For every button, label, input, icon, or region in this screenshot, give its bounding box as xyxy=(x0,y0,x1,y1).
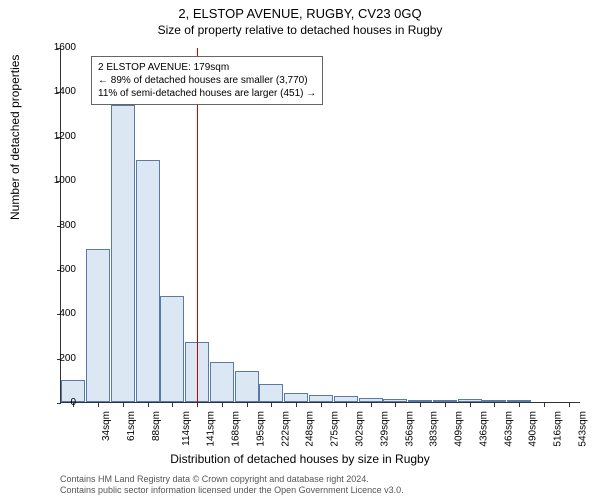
histogram-bar xyxy=(507,400,531,402)
x-tick-label: 543sqm xyxy=(577,411,588,447)
x-tick-mark xyxy=(470,403,471,407)
histogram-bar xyxy=(235,371,259,402)
histogram-bar xyxy=(433,400,457,402)
x-tick-mark xyxy=(519,403,520,407)
x-tick-label: 168sqm xyxy=(231,411,242,447)
x-tick-label: 329sqm xyxy=(379,411,390,447)
plot-wrap: 34sqm61sqm88sqm114sqm141sqm168sqm195sqm2… xyxy=(60,48,580,403)
x-tick-mark xyxy=(98,403,99,407)
x-tick-label: 34sqm xyxy=(101,411,112,441)
histogram-bar xyxy=(408,400,432,402)
x-tick-label: 302sqm xyxy=(355,411,366,447)
plot-area: 34sqm61sqm88sqm114sqm141sqm168sqm195sqm2… xyxy=(60,48,580,403)
chart-container: { "title": "2, ELSTOP AVENUE, RUGBY, CV2… xyxy=(0,0,600,500)
x-tick-mark xyxy=(569,403,570,407)
x-tick-mark xyxy=(395,403,396,407)
x-tick-mark xyxy=(321,403,322,407)
x-tick-mark xyxy=(222,403,223,407)
x-tick-mark xyxy=(420,403,421,407)
histogram-bar xyxy=(210,362,234,402)
y-tick-label: 0 xyxy=(36,397,76,408)
x-tick-mark xyxy=(148,403,149,407)
x-tick-mark xyxy=(544,403,545,407)
y-tick-label: 800 xyxy=(36,220,76,231)
x-tick-mark xyxy=(494,403,495,407)
x-tick-label: 356sqm xyxy=(404,411,415,447)
x-tick-label: 436sqm xyxy=(478,411,489,447)
x-tick-mark xyxy=(371,403,372,407)
histogram-bar xyxy=(383,399,407,402)
x-tick-label: 222sqm xyxy=(280,411,291,447)
x-tick-label: 383sqm xyxy=(429,411,440,447)
histogram-bar xyxy=(359,398,383,402)
footer-attribution: Contains HM Land Registry data © Crown c… xyxy=(60,474,404,496)
y-tick-label: 600 xyxy=(36,264,76,275)
x-tick-label: 88sqm xyxy=(151,411,162,441)
x-tick-mark xyxy=(197,403,198,407)
histogram-bar xyxy=(458,399,482,402)
chart-title: 2, ELSTOP AVENUE, RUGBY, CV23 0GQ xyxy=(0,0,600,21)
x-tick-mark xyxy=(271,403,272,407)
annotation-line: ← 89% of detached houses are smaller (3,… xyxy=(98,74,316,87)
x-tick-label: 61sqm xyxy=(126,411,137,441)
y-tick-label: 1200 xyxy=(36,131,76,142)
x-axis-label: Distribution of detached houses by size … xyxy=(0,452,600,466)
histogram-bar xyxy=(160,296,184,403)
histogram-bar xyxy=(259,384,283,402)
y-tick-label: 200 xyxy=(36,353,76,364)
annotation-line: 2 ELSTOP AVENUE: 179sqm xyxy=(98,61,316,74)
histogram-bar xyxy=(334,396,358,402)
histogram-bar xyxy=(284,393,308,402)
x-tick-mark xyxy=(123,403,124,407)
x-tick-label: 114sqm xyxy=(181,411,192,446)
footer-line: Contains HM Land Registry data © Crown c… xyxy=(60,474,404,485)
x-tick-mark xyxy=(346,403,347,407)
x-tick-mark xyxy=(296,403,297,407)
histogram-bar xyxy=(111,105,135,402)
y-axis-label: Number of detached properties xyxy=(8,55,22,220)
x-tick-label: 195sqm xyxy=(256,411,267,447)
x-tick-label: 141sqm xyxy=(206,411,217,447)
x-tick-label: 275sqm xyxy=(330,411,341,447)
annotation-box: 2 ELSTOP AVENUE: 179sqm← 89% of detached… xyxy=(91,56,323,105)
histogram-bar xyxy=(482,400,506,402)
x-tick-label: 490sqm xyxy=(528,411,539,447)
chart-subtitle: Size of property relative to detached ho… xyxy=(0,21,600,37)
y-tick-label: 1000 xyxy=(36,175,76,186)
x-tick-label: 248sqm xyxy=(305,411,316,447)
y-tick-label: 400 xyxy=(36,308,76,319)
x-tick-label: 409sqm xyxy=(454,411,465,447)
x-tick-label: 516sqm xyxy=(553,411,564,447)
y-tick-label: 1600 xyxy=(36,42,76,53)
histogram-bar xyxy=(136,160,160,402)
histogram-bar xyxy=(309,395,333,402)
annotation-line: 11% of semi-detached houses are larger (… xyxy=(98,87,316,100)
footer-line: Contains public sector information licen… xyxy=(60,485,404,496)
x-tick-mark xyxy=(247,403,248,407)
histogram-bar xyxy=(86,249,110,402)
x-tick-mark xyxy=(172,403,173,407)
y-tick-label: 1400 xyxy=(36,86,76,97)
x-tick-mark xyxy=(445,403,446,407)
x-tick-label: 463sqm xyxy=(503,411,514,447)
